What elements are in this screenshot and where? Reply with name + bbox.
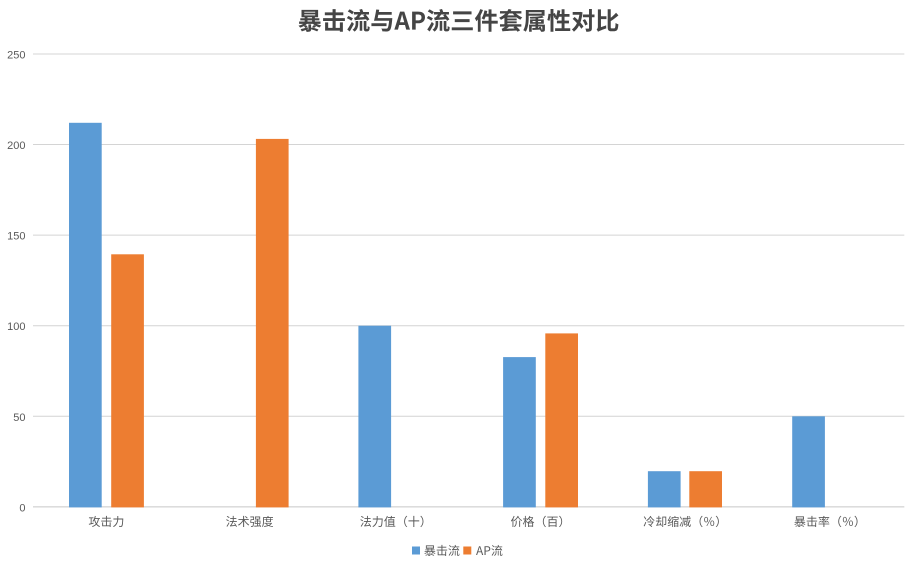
svg-text:250: 250 xyxy=(7,50,25,62)
svg-text:100: 100 xyxy=(7,321,25,333)
svg-text:50: 50 xyxy=(13,412,25,424)
svg-text:150: 150 xyxy=(7,231,25,243)
svg-text:200: 200 xyxy=(7,140,25,152)
svg-text:0: 0 xyxy=(19,502,25,514)
